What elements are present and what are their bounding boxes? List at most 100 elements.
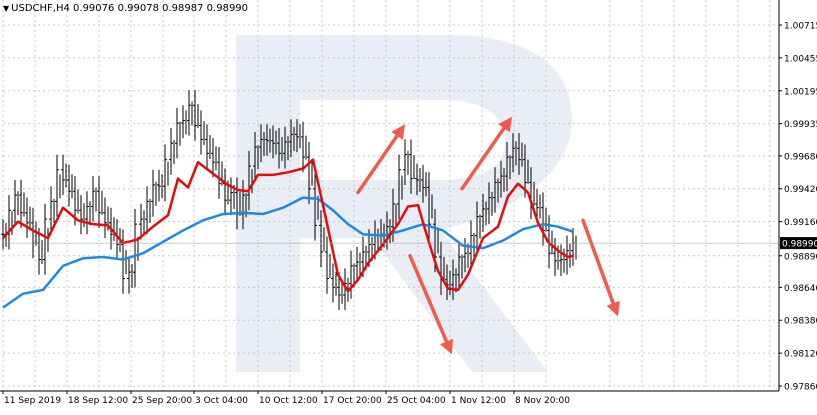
watermark-logo xyxy=(236,35,572,372)
price-bar xyxy=(319,210,325,268)
y-tick-label: 0.97860 xyxy=(784,383,817,393)
grid-lines xyxy=(2,0,779,391)
price-bar xyxy=(19,179,25,228)
price-bar xyxy=(559,244,565,276)
price-bar xyxy=(445,264,451,301)
triangle-down-icon[interactable]: ▼ xyxy=(3,4,10,13)
price-bar xyxy=(13,179,19,226)
price-bar xyxy=(301,121,307,173)
price-bar xyxy=(493,167,499,213)
price-bar xyxy=(205,124,211,169)
price-bar xyxy=(211,138,217,178)
close-price: 0.98990 xyxy=(206,3,249,14)
arrow-head xyxy=(440,338,453,355)
price-bar xyxy=(91,176,97,222)
arrow-shaft xyxy=(460,126,506,191)
high-price: 0.99078 xyxy=(117,3,159,14)
price-bar xyxy=(133,208,139,288)
arrow-shaft xyxy=(408,254,449,344)
x-tick-label: 25 Sep 20:00 xyxy=(132,396,192,406)
arrow-shaft xyxy=(356,134,399,195)
y-tick-label: 1.00195 xyxy=(784,87,817,97)
arrow-up xyxy=(356,124,405,195)
ma-slow-line xyxy=(2,196,574,309)
price-bar xyxy=(289,119,295,158)
watermark-letter xyxy=(236,35,572,372)
price-bar xyxy=(415,163,421,196)
price-bar xyxy=(469,220,475,269)
open-price: 0.99076 xyxy=(73,3,115,14)
price-bar xyxy=(127,257,133,294)
ma-fast-line xyxy=(2,158,574,293)
price-bar xyxy=(277,128,283,169)
price-bar xyxy=(499,160,505,198)
arrow-head xyxy=(606,300,620,317)
arrow-head xyxy=(391,124,405,140)
y-tick-label: 0.99935 xyxy=(784,120,817,130)
price-bars xyxy=(1,90,577,311)
price-bar xyxy=(421,164,427,203)
price-bar xyxy=(97,176,103,228)
current-price-tag: 0.98990 xyxy=(3,237,817,250)
price-bar xyxy=(169,128,175,175)
price-bar xyxy=(409,139,415,194)
arrow-down xyxy=(581,218,620,317)
moving-average-fast xyxy=(2,158,574,293)
x-tick-label: 3 Oct 04:00 xyxy=(195,396,248,406)
price-bar xyxy=(187,90,193,136)
price-bar xyxy=(193,90,199,141)
price-bar xyxy=(163,144,169,202)
x-tick-label: 18 Sep 12:00 xyxy=(68,396,128,406)
arrow-shaft xyxy=(581,218,615,306)
y-tick-label: 1.00715 xyxy=(784,22,817,32)
price-bar xyxy=(79,195,85,235)
price-bar xyxy=(463,238,469,273)
x-tick-label: 25 Oct 04:00 xyxy=(387,396,446,406)
x-tick-label: 17 Oct 20:00 xyxy=(323,396,382,406)
price-bar xyxy=(325,236,331,294)
price-bar xyxy=(517,133,523,175)
x-tick-label: 11 Sep 2019 xyxy=(4,396,61,406)
price-bar xyxy=(505,141,511,192)
arrow-down xyxy=(408,254,453,355)
y-tick-label: 1.00455 xyxy=(784,54,817,64)
price-bar xyxy=(55,154,61,217)
price-bar xyxy=(43,203,49,275)
price-bar xyxy=(121,229,127,294)
price-bar xyxy=(481,193,487,232)
price-bar xyxy=(403,139,409,185)
price-bar xyxy=(511,133,517,173)
price-bar xyxy=(259,124,265,163)
price-bar xyxy=(487,182,493,225)
price-bar xyxy=(85,191,91,235)
annotation-arrows xyxy=(356,116,620,355)
price-bar xyxy=(25,197,31,239)
symbol-label: USDCHF,H4 xyxy=(11,3,70,14)
price-bar xyxy=(151,169,157,217)
low-price: 0.98987 xyxy=(162,3,204,14)
price-bar xyxy=(331,263,337,303)
price-bar xyxy=(253,131,259,182)
price-bar xyxy=(457,241,463,290)
price-bar xyxy=(541,192,547,246)
price-bar xyxy=(199,110,205,155)
price-bar xyxy=(307,141,313,204)
x-axis-time-scale[interactable]: 11 Sep 2019 18 Sep 12:00 25 Sep 20:00 3 Oct… xyxy=(2,391,570,406)
price-bar xyxy=(175,107,181,159)
x-tick-label: 10 Oct 12:00 xyxy=(259,396,318,406)
moving-average-slow xyxy=(2,196,574,309)
chart-header: ▼ USDCHF,H4 0.99076 0.99078 0.98987 0.989… xyxy=(3,3,248,14)
price-bar xyxy=(427,172,433,240)
price-bar xyxy=(475,201,481,251)
price-bar xyxy=(157,169,163,202)
